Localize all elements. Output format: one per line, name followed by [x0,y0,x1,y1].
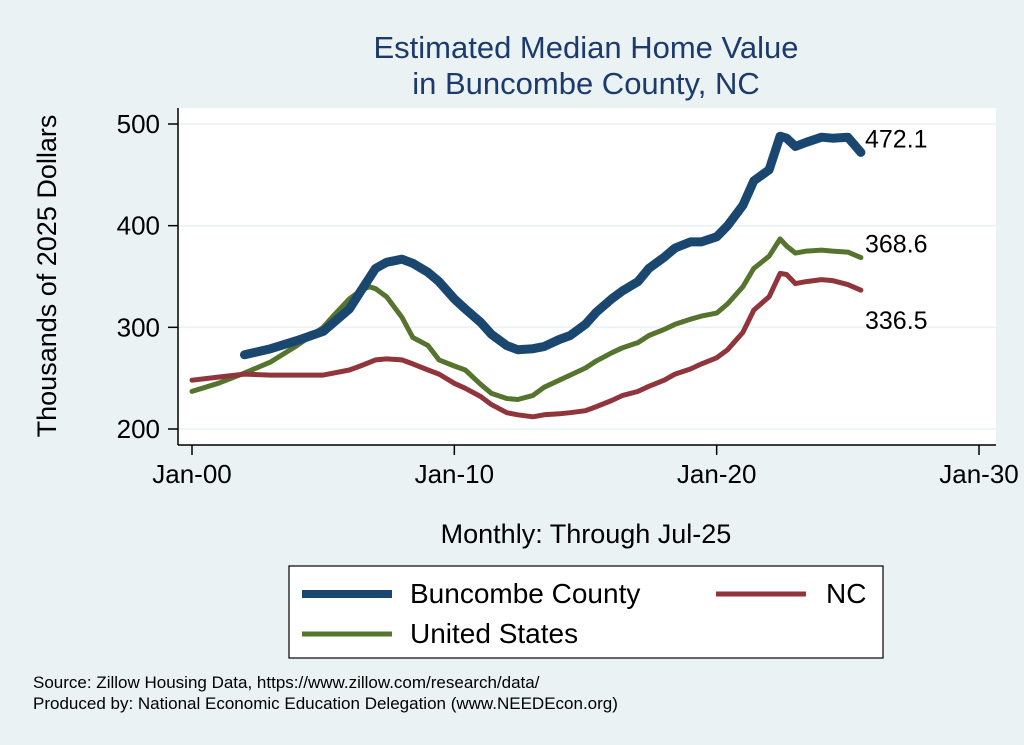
x-tick-label: Jan-00 [152,459,232,489]
producer-note: Produced by: National Economic Education… [33,694,618,713]
gridlines [178,123,996,430]
x-tick-label: Jan-20 [677,459,757,489]
y-axis-title: Thousands of 2025 Dollars [32,115,62,438]
x-tick-label: Jan-30 [939,459,1019,489]
y-tick-label: 300 [117,312,160,342]
x-ticks: Jan-00 Jan-10 Jan-20 Jan-30 [152,445,1019,489]
end-labels: 472.1 336.5 368.6 [865,125,928,335]
series-layer [189,131,866,420]
end-label: 472.1 [865,125,928,153]
end-label: 336.5 [865,307,928,335]
source-note: Source: Zillow Housing Data, https://www… [33,673,540,692]
y-tick-label: 200 [117,414,160,444]
y-ticks: 200 300 400 500 [117,109,178,444]
legend-label-us: United States [410,618,578,649]
legend-label-buncombe: Buncombe County [410,578,640,609]
series-line-buncombe-county [240,131,866,360]
legend [288,565,884,659]
end-label: 368.6 [865,231,928,259]
plot-area [178,108,996,445]
x-axis-title: Monthly: Through Jul-25 [441,519,732,549]
x-tick-label: Jan-10 [415,459,495,489]
y-tick-label: 500 [117,109,160,139]
series-line-nc [189,270,864,420]
chart-title-line-1: Estimated Median Home Value [373,30,798,65]
chart-title-line-2: in Buncombe County, NC [412,66,759,101]
legend-label-nc: NC [826,578,866,609]
y-tick-label: 400 [117,211,160,241]
